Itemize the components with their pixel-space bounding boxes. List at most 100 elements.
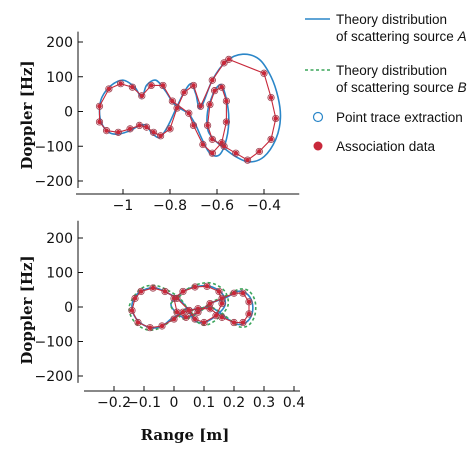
bottom-y-tick-label: 100 (46, 266, 73, 282)
top-trace-point (95, 118, 104, 126)
bottom-association-point (180, 309, 186, 315)
top-association-point (174, 105, 180, 111)
top-trace-point (185, 109, 193, 117)
bottom-association-point (231, 290, 237, 296)
bottom-trace-point (131, 294, 139, 302)
top-trace-point (95, 102, 104, 110)
top-y-tick-label: −200 (35, 174, 73, 190)
top-trace-point (260, 69, 268, 77)
legend-swatch-association (313, 141, 323, 151)
top-trace-point (159, 81, 167, 90)
bottom-trace-point (239, 318, 247, 327)
top-association-point (160, 83, 166, 88)
top-y-tick-label: 0 (64, 105, 73, 121)
top-trace-point (211, 87, 219, 95)
bottom-x-tick-label: 0.4 (283, 395, 305, 411)
bottom-y-tick-label: −100 (35, 335, 73, 351)
bottom-association-point (219, 301, 225, 306)
top-association-point (191, 83, 196, 88)
top-trace-point (220, 59, 228, 67)
top-trace-point (218, 139, 226, 147)
bottom-trace-point (179, 287, 187, 296)
legend-swatch-point-trace (312, 111, 324, 123)
top-trace-point (222, 97, 230, 105)
x-axis-label: Range [m] (141, 426, 230, 444)
bottom-trace-point (191, 283, 199, 291)
bottom-association-point (246, 299, 252, 305)
top-trace-point (267, 94, 275, 102)
bottom-trace-point (182, 313, 190, 321)
legend-entry-source-a: Theory distribution of scattering source… (305, 12, 467, 44)
top-trace-point (180, 88, 188, 96)
top-association-point (167, 126, 173, 132)
top-x-tick-label: −1 (113, 198, 134, 214)
top-trace-point (208, 135, 216, 143)
bottom-x-tick-label: −0.1 (127, 395, 161, 411)
top-trace-point (208, 149, 216, 157)
bottom-association-point (201, 320, 207, 325)
top-trace-point (204, 121, 212, 130)
top-trace-point (168, 97, 176, 105)
legend-entry-association: Association data (313, 139, 436, 154)
top-association-point (104, 128, 109, 133)
legend-label-source-a-line2: of scattering source A (336, 29, 467, 44)
bottom-trace-point (149, 284, 157, 292)
bottom-trace-point (134, 318, 142, 327)
bottom-x-tick-label: 0 (170, 395, 179, 411)
top-association-point (151, 130, 156, 135)
top-series-source-a-curve (98, 53, 282, 163)
bottom-trace-point (218, 299, 226, 308)
top-association-point (191, 123, 196, 128)
top-association-point (158, 133, 163, 139)
top-association-point (130, 84, 135, 90)
top-association-point (170, 98, 175, 104)
bottom-trace-point (218, 313, 226, 321)
top-association-point (181, 90, 187, 95)
top-trace-point (255, 147, 263, 156)
top-trace-point (114, 128, 122, 136)
bottom-trace-point (194, 305, 202, 313)
bottom-y-tick-label: −200 (35, 369, 73, 385)
top-association-point (224, 119, 229, 125)
bottom-association-point (159, 323, 165, 329)
top-association-point (127, 126, 133, 132)
bottom-trace-point (185, 306, 193, 315)
top-association-point (221, 60, 227, 66)
top-association-point (186, 110, 192, 116)
bottom-association-point (219, 296, 225, 301)
top-x-tick-label: −0.4 (247, 198, 281, 214)
top-trace-point (142, 123, 151, 131)
top-association-point (219, 140, 224, 146)
top-trace-point (267, 135, 275, 143)
bottom-x-tick-label: 0.3 (253, 395, 275, 411)
top-association-point (144, 124, 149, 130)
top-series-group (95, 53, 282, 164)
top-trace-point (126, 125, 134, 133)
bottom-association-point (204, 284, 210, 289)
bottom-trace-point (146, 324, 154, 332)
top-trace-point (199, 140, 207, 149)
top-association-point (148, 83, 154, 88)
bottom-association-point (162, 289, 168, 294)
bottom-trace-point (170, 294, 178, 302)
legend-entry-point-trace: Point trace extraction (312, 110, 463, 125)
legend-label-association: Association data (336, 139, 436, 154)
top-trace-point (243, 156, 252, 164)
bottom-trace-point (170, 315, 178, 323)
bottom-y-tick-label: 0 (64, 300, 73, 316)
bottom-trace-point (230, 289, 238, 297)
legend-label-point-trace: Point trace extraction (336, 110, 463, 125)
bottom-association-point (180, 289, 186, 294)
top-trace-point (222, 118, 230, 126)
top-trace-point (149, 128, 158, 136)
bottom-trace-point (215, 287, 223, 296)
top-trace-point (157, 132, 165, 140)
top-association-point (139, 93, 145, 99)
top-trace-point (189, 121, 198, 130)
bottom-association-point (129, 308, 135, 313)
top-y-tick-label: 200 (46, 35, 73, 51)
bottom-trace-point (137, 287, 145, 296)
bottom-y-tick-label: 200 (46, 231, 73, 247)
top-association-point (210, 150, 215, 156)
bottom-association-point (219, 315, 225, 320)
